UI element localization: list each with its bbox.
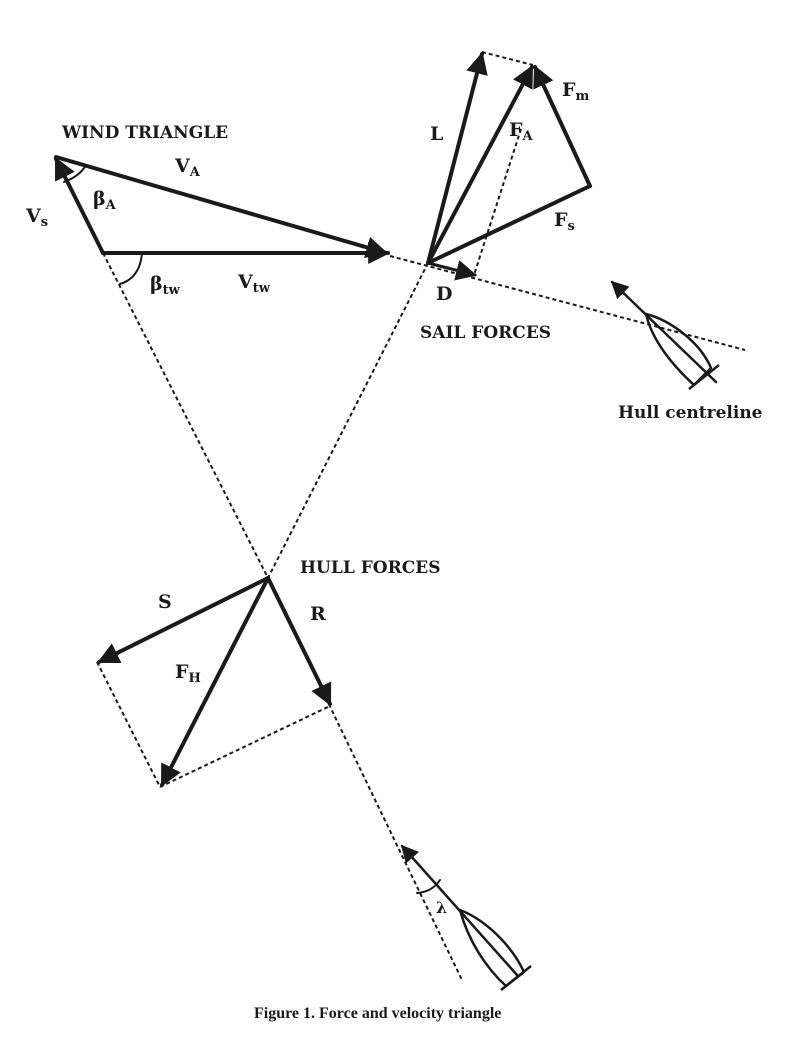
hull-heading-arrow-upper (610, 280, 718, 384)
leeway-angle-arc (416, 879, 441, 894)
vtw-label: Vtw (237, 271, 271, 296)
dashed-sail-parallelogram-top (481, 51, 534, 66)
dashed-hull-parallelogram-bottom (159, 705, 331, 788)
dashed-wind-to-hull-line (102, 252, 269, 579)
hull-transom-upper (688, 364, 720, 390)
side-force-label: S (158, 591, 172, 613)
fs-label: Fs (554, 209, 575, 234)
beta-a-label: βA (93, 188, 117, 213)
lift-label: L (430, 123, 443, 145)
vs-vector (54, 157, 105, 255)
sail-forces-heading: SAIL FORCES (420, 323, 551, 343)
hull-shape-upper-icon (644, 312, 713, 387)
dashed-course-line-upper (389, 255, 746, 351)
r-vector (266, 576, 332, 706)
va-label: VA (174, 155, 201, 180)
fm-label: Fm (562, 79, 590, 104)
hull-centreline-label: Hull centreline (618, 403, 763, 423)
fa-label: FA (509, 119, 534, 144)
beta-tw-arc (119, 252, 143, 285)
wind-triangle-heading: WIND TRIANGLE (61, 123, 228, 143)
dashed-sail-to-hull-line (267, 262, 429, 579)
drag-vector (426, 260, 478, 281)
lift-vector (426, 51, 488, 265)
fh-label: FH (175, 661, 201, 686)
beta-a-arc (63, 164, 87, 183)
fa-vector (426, 65, 534, 265)
resistance-label: R (310, 603, 326, 625)
va-vector (54, 155, 389, 259)
leeway-label: λ (436, 898, 447, 917)
dashed-hull-parallelogram-left (96, 661, 161, 788)
hull-transom-lower (500, 965, 532, 991)
vs-label: Vs (25, 205, 48, 230)
dashed-sail-parallelogram-right (473, 128, 522, 276)
fm-vector (533, 65, 592, 188)
s-vector (97, 576, 270, 664)
fs-vector (426, 184, 592, 265)
fh-vector (160, 576, 270, 787)
dashed-course-line-lower (267, 577, 463, 981)
drag-label: D (436, 283, 452, 305)
figure-caption: Figure 1. Force and velocity triangle (254, 1005, 501, 1022)
hull-forces-heading: HULL FORCES (300, 558, 440, 578)
beta-tw-label: βtw (150, 273, 181, 298)
